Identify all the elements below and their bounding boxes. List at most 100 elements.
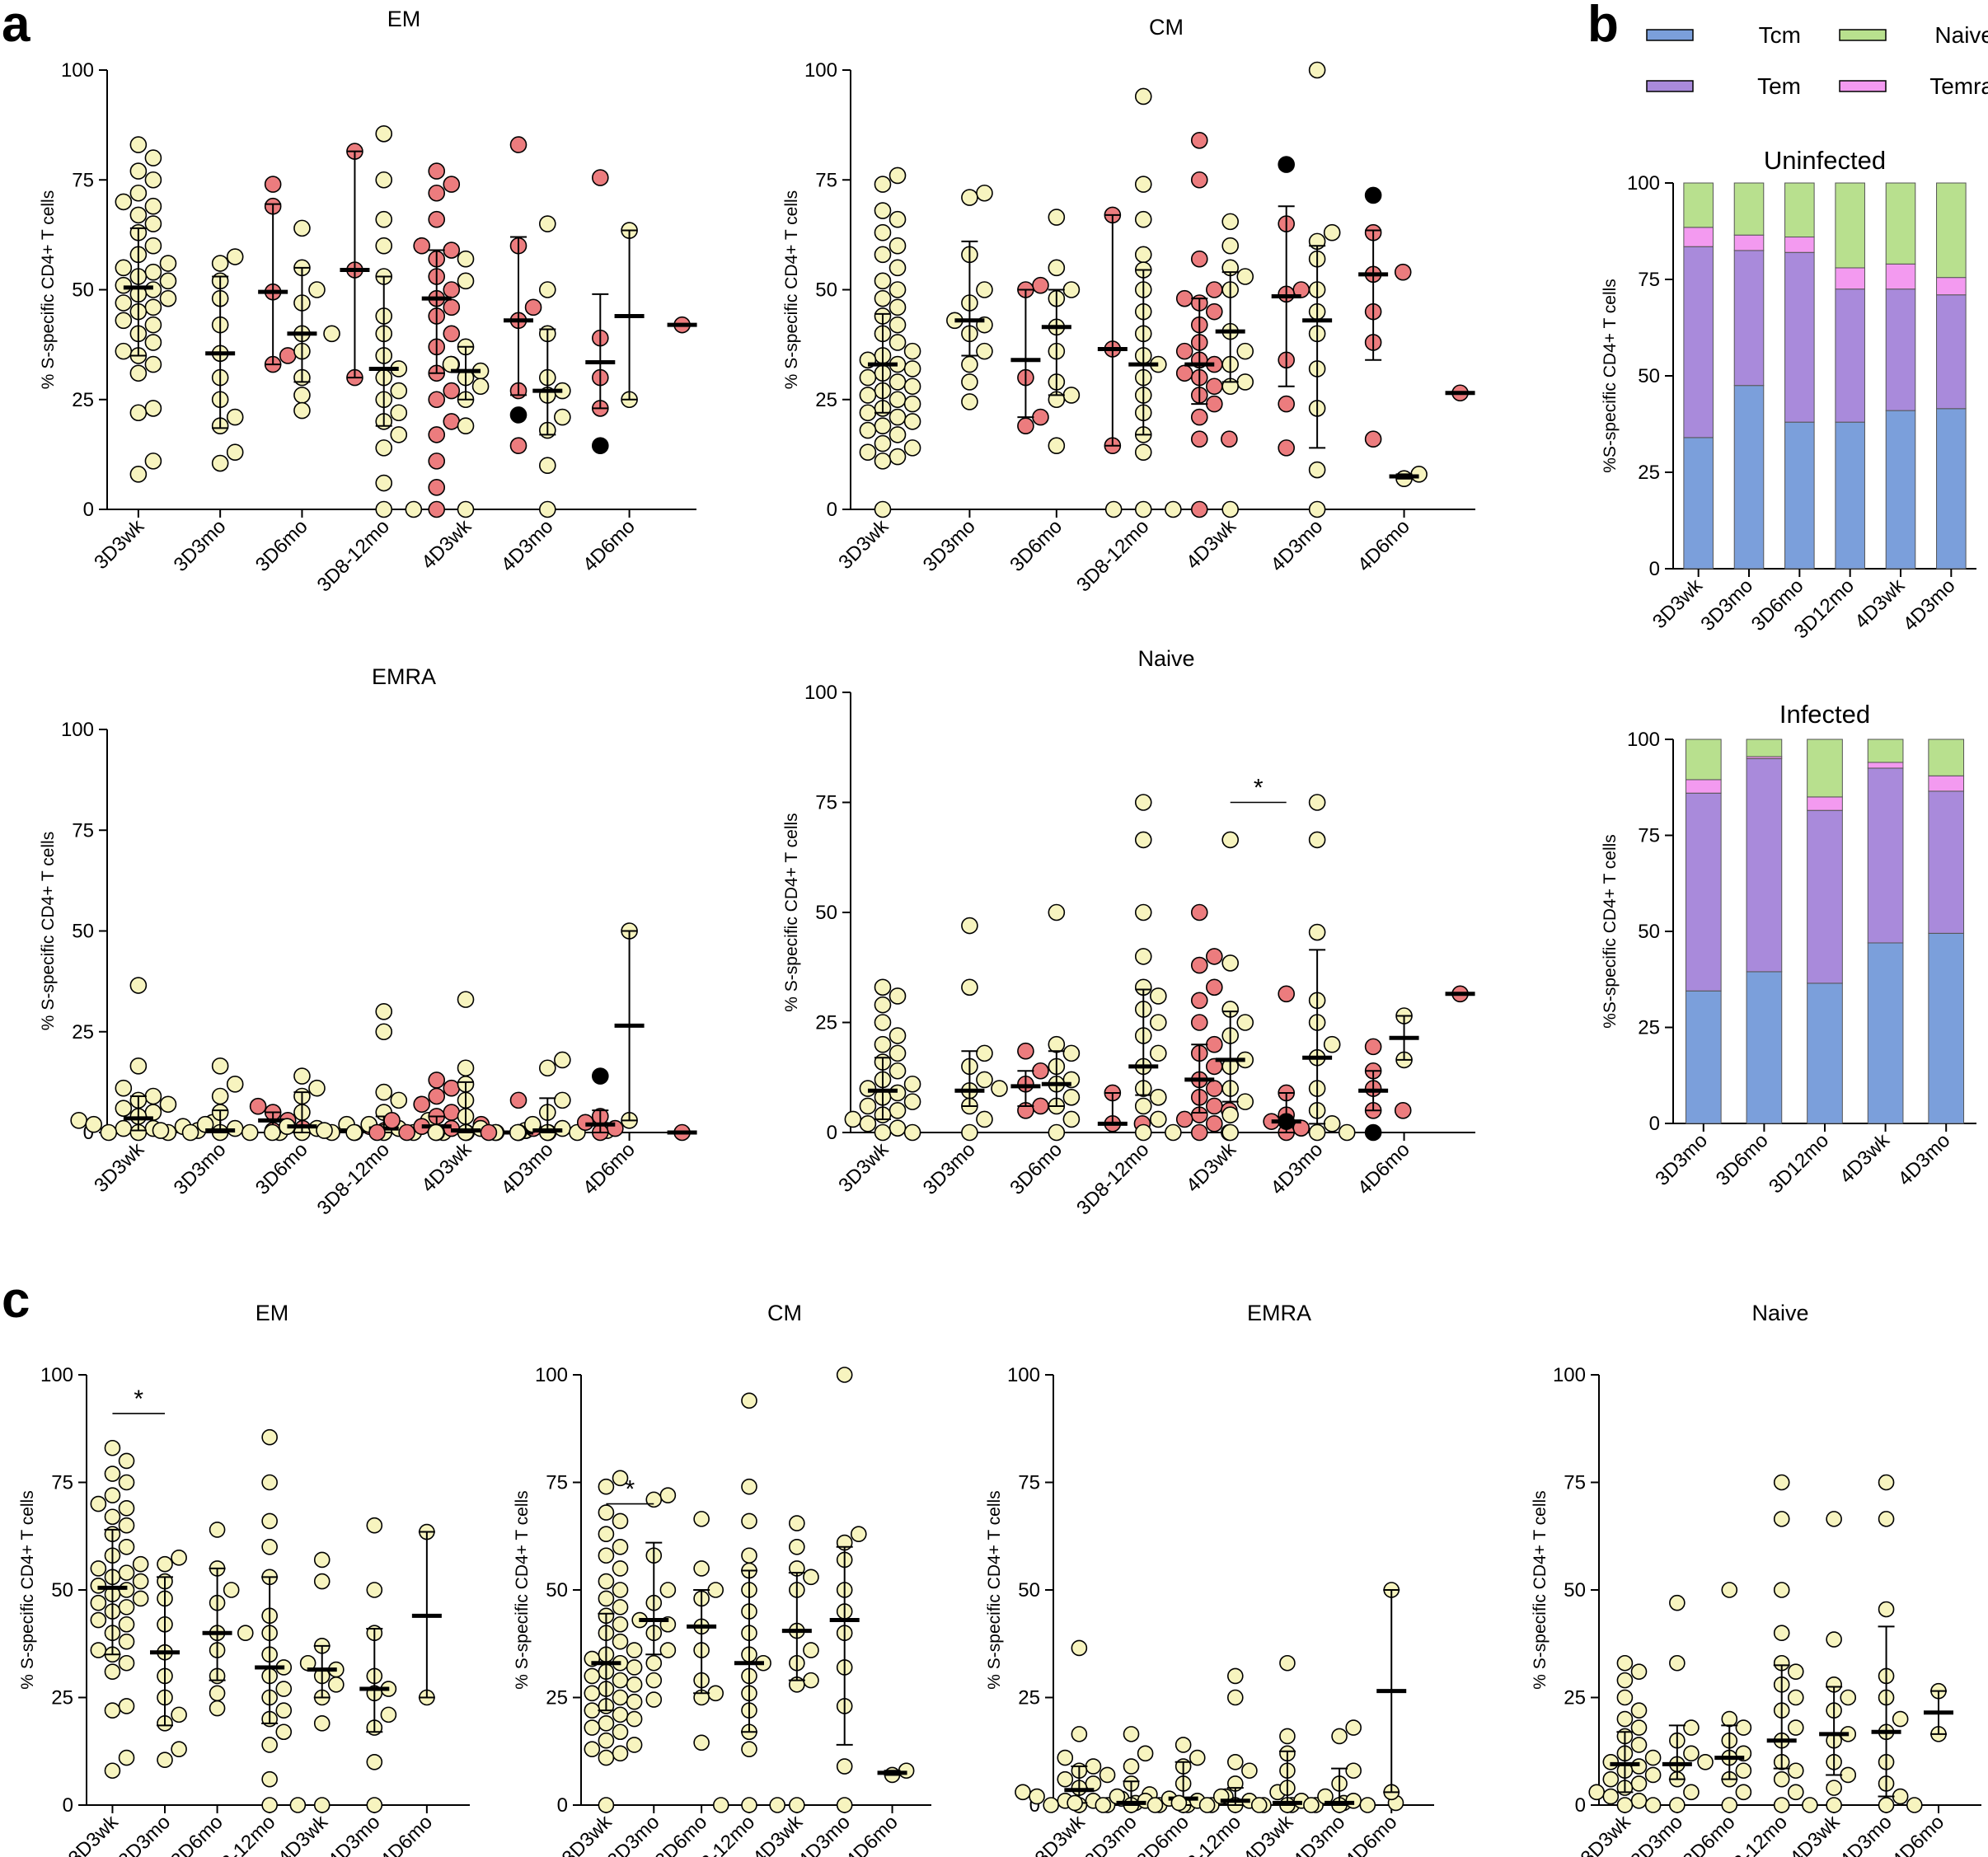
data-point-uninfected xyxy=(1150,1088,1167,1106)
data-point-uninfected xyxy=(1788,1663,1804,1680)
data-point-uninfected xyxy=(104,1487,121,1503)
data-point-uninfected xyxy=(1279,1728,1296,1745)
data-point-uninfected xyxy=(889,210,907,228)
data-point-uninfected xyxy=(457,272,475,290)
chart-title: CM xyxy=(1149,15,1184,40)
data-point-uninfected xyxy=(626,1659,643,1676)
data-point-uninfected xyxy=(1221,954,1239,972)
significance-label: * xyxy=(625,1476,635,1503)
data-point-uninfected xyxy=(1669,1654,1686,1672)
data-point-infected xyxy=(398,1123,415,1142)
data-point-uninfected xyxy=(1236,268,1254,285)
data-point-uninfected xyxy=(707,1582,724,1598)
y-tick-label: 100 xyxy=(1007,1364,1040,1386)
data-point-uninfected xyxy=(612,1633,629,1650)
panel-label-c: c xyxy=(2,1272,30,1329)
data-point-uninfected xyxy=(645,1691,663,1708)
data-point-uninfected xyxy=(1892,1788,1909,1805)
bar-segment-temra xyxy=(1936,277,1967,296)
data-point-uninfected xyxy=(612,1723,629,1741)
panel-label-a: a xyxy=(2,0,30,53)
y-tick-label: 0 xyxy=(557,1794,568,1817)
data-point-infected xyxy=(1032,1062,1049,1080)
data-point-uninfected xyxy=(903,413,921,430)
legend-swatch-naive xyxy=(1839,29,1887,41)
data-point-uninfected xyxy=(390,426,408,443)
data-point-uninfected xyxy=(1602,1770,1620,1788)
data-point-uninfected xyxy=(1134,246,1152,264)
bar-segment-temra xyxy=(1784,237,1815,253)
bar-segment-temra xyxy=(1807,796,1843,811)
data-point-uninfected xyxy=(261,1474,278,1491)
data-point-uninfected xyxy=(889,1084,907,1102)
data-point-uninfected xyxy=(584,1685,601,1702)
data-point-uninfected xyxy=(803,1642,819,1658)
data-point-uninfected xyxy=(375,237,393,255)
panel-label-b: b xyxy=(1587,0,1619,53)
data-point-infected xyxy=(1206,948,1223,965)
data-point-uninfected xyxy=(1773,1797,1790,1813)
y-axis-label: %S-specific CD4+ T cells xyxy=(1601,279,1620,473)
data-point-uninfected xyxy=(645,1672,663,1689)
data-point-uninfected xyxy=(626,1693,643,1710)
data-point-black xyxy=(1364,1123,1382,1142)
data-point-infected xyxy=(1175,342,1193,360)
data-point-uninfected xyxy=(1236,1093,1254,1110)
data-point-infected xyxy=(1017,417,1034,435)
data-point-uninfected xyxy=(1221,1123,1239,1142)
data-point-infected xyxy=(1206,1080,1223,1097)
data-point-uninfected xyxy=(741,1547,757,1564)
data-point-infected xyxy=(1032,1097,1049,1115)
data-point-uninfected xyxy=(1826,1797,1842,1813)
data-point-uninfected xyxy=(226,248,244,265)
data-point-uninfected xyxy=(509,1123,527,1142)
data-point-uninfected xyxy=(1669,1797,1686,1813)
data-point-uninfected xyxy=(1226,1667,1244,1685)
data-point-uninfected xyxy=(889,987,907,1005)
data-point-uninfected xyxy=(1588,1784,1606,1801)
data-point-uninfected xyxy=(313,1715,331,1732)
bar-segment-naive xyxy=(1928,739,1965,776)
y-tick-label: 75 xyxy=(72,819,94,842)
data-point-uninfected xyxy=(1630,1775,1648,1792)
data-point-uninfected xyxy=(375,171,393,189)
data-point-uninfected xyxy=(874,202,892,219)
y-tick-label: 100 xyxy=(61,719,94,741)
legend: Tcm Tem Temra Naive xyxy=(1646,22,1988,99)
data-point-uninfected xyxy=(889,426,907,443)
data-point-uninfected xyxy=(1085,1758,1102,1775)
data-point-uninfected xyxy=(1071,1726,1088,1742)
bar-segment-naive xyxy=(1867,739,1904,763)
data-point-uninfected xyxy=(874,1035,892,1053)
data-point-uninfected xyxy=(612,1672,629,1689)
data-point-uninfected xyxy=(1308,923,1326,941)
y-tick-label: 100 xyxy=(804,59,837,82)
y-tick-label: 50 xyxy=(546,1579,568,1601)
y-tick-label: 25 xyxy=(546,1687,568,1709)
y-tick-label: 100 xyxy=(40,1364,73,1386)
data-point-uninfected xyxy=(380,1706,397,1723)
data-point-infected xyxy=(428,184,446,202)
bar-segment-tcm xyxy=(1685,990,1722,1124)
data-point-uninfected xyxy=(241,1123,259,1142)
data-point-uninfected xyxy=(803,1672,819,1689)
data-point-uninfected xyxy=(874,223,892,242)
data-point-uninfected xyxy=(118,1749,135,1766)
data-point-uninfected xyxy=(903,395,921,413)
data-point-infected xyxy=(1032,408,1049,426)
y-tick-label: 75 xyxy=(1638,269,1660,291)
data-point-uninfected xyxy=(144,197,162,215)
data-point-infected xyxy=(1175,364,1193,382)
data-point-uninfected xyxy=(598,1573,615,1590)
bar-segment-tem xyxy=(1936,294,1967,410)
bar-segment-tem xyxy=(1807,809,1843,984)
data-point-uninfected xyxy=(741,1741,757,1757)
data-point-uninfected xyxy=(104,1762,121,1780)
y-axis-label: % S-specific CD4+ T cells xyxy=(782,813,801,1011)
data-point-uninfected xyxy=(1062,387,1081,404)
y-tick-label: 25 xyxy=(1018,1687,1040,1709)
data-point-uninfected xyxy=(554,1051,571,1069)
data-point-uninfected xyxy=(612,1615,629,1633)
bar-segment-tcm xyxy=(1784,421,1815,570)
data-point-uninfected xyxy=(457,250,475,268)
